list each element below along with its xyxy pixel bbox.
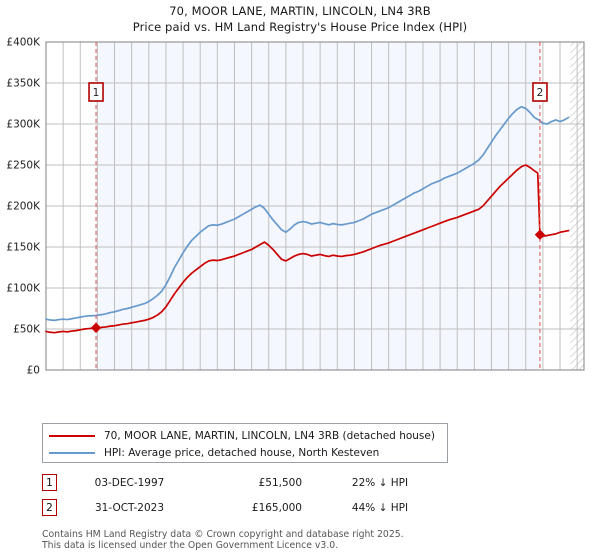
y-axis-tick-label: £0: [27, 365, 40, 376]
legend-item-property: 70, MOOR LANE, MARTIN, LINCOLN, LN4 3RB …: [49, 427, 441, 444]
title-line-address: 70, MOOR LANE, MARTIN, LINCOLN, LN4 3RB: [169, 4, 431, 18]
txn-delta-2: 44% ↓ HPI: [351, 501, 409, 514]
series-line-property: [45, 164, 570, 334]
transaction-marker[interactable]: [534, 229, 546, 240]
series-line-hpi: [45, 105, 570, 322]
legend-item-hpi: HPI: Average price, detached house, Nort…: [49, 444, 441, 461]
txn-date-1: 03-DEC-1997: [94, 476, 165, 489]
chart-legend: 70, MOOR LANE, MARTIN, LINCOLN, LN4 3RB …: [42, 423, 448, 463]
footer-line-2: This data is licensed under the Open Gov…: [42, 540, 339, 551]
y-axis-tick-label: £300K: [6, 119, 41, 131]
txn-price-1: £51,500: [258, 476, 302, 489]
footer-line-1: Contains HM Land Registry data © Crown c…: [42, 529, 404, 540]
price-history-chart: £0 £50K £100K £150K £200K £250K £300K £350K £400…: [0, 36, 600, 376]
annotation-index-label: 1: [93, 87, 100, 99]
y-axis-tick-label: £50K: [13, 324, 41, 336]
chart-svg: £0 £50K £100K £150K £200K £250K £300K £350K £400…: [6, 37, 585, 376]
footer-attribution: Contains HM Land Registry data © Crown c…: [42, 529, 582, 551]
title-line-subtitle: Price paid vs. HM Land Registry's House …: [132, 20, 468, 34]
legend-swatch-hpi: [49, 451, 95, 454]
annotation-index-label: 2: [537, 87, 544, 99]
transaction-marker[interactable]: [90, 322, 102, 333]
table-row: 1 03-DEC-1997 £51,500 22% ↓ HPI: [42, 470, 462, 495]
y-axis-tick-label: £250K: [6, 160, 41, 172]
legend-label-hpi: HPI: Average price, detached house, Nort…: [104, 446, 380, 459]
y-axis-tick-label: £350K: [6, 78, 41, 90]
y-axis-tick-label: £400K: [6, 37, 41, 49]
legend-label-property: 70, MOOR LANE, MARTIN, LINCOLN, LN4 3RB …: [104, 429, 435, 442]
y-axis-tick-label: £200K: [6, 201, 41, 213]
txn-price-2: £165,000: [251, 501, 302, 514]
txn-badge-1: 1: [42, 474, 57, 491]
table-row: 2 31-OCT-2023 £165,000 44% ↓ HPI: [42, 495, 462, 520]
transactions-table: 1 03-DEC-1997 £51,500 22% ↓ HPI 2 31-OCT…: [42, 470, 462, 520]
txn-badge-2: 2: [42, 499, 57, 516]
y-axis-tick-label: £150K: [6, 242, 41, 254]
page-title: 70, MOOR LANE, MARTIN, LINCOLN, LN4 3RB …: [0, 3, 600, 35]
y-axis-tick-label: £100K: [6, 283, 41, 295]
txn-date-2: 31-OCT-2023: [95, 501, 164, 514]
txn-delta-1: 22% ↓ HPI: [351, 476, 409, 489]
legend-swatch-property: [49, 434, 95, 437]
